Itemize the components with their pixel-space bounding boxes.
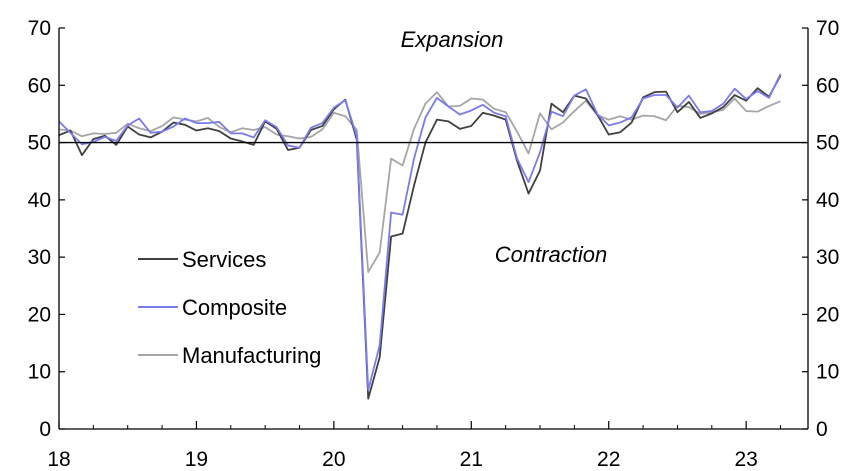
x-tick-label: 21 xyxy=(460,448,483,471)
y-tick-label-right: 60 xyxy=(816,74,839,97)
y-tick-label-right: 0 xyxy=(816,418,828,441)
y-tick-label-left: 40 xyxy=(28,189,51,212)
y-tick-label-right: 70 xyxy=(816,17,839,40)
y-tick-label-left: 60 xyxy=(28,74,51,97)
legend-label-services: Services xyxy=(182,247,266,272)
x-tick-label: 20 xyxy=(322,448,345,471)
legend-label-composite: Composite xyxy=(182,295,287,320)
x-tick-label: 23 xyxy=(734,448,757,471)
series-line-manufacturing xyxy=(58,91,781,273)
y-tick-label-right: 20 xyxy=(816,303,839,326)
plot-area xyxy=(58,73,782,400)
y-tick-label-left: 50 xyxy=(28,132,51,155)
x-tick-label: 18 xyxy=(47,448,70,471)
y-tick-label-right: 10 xyxy=(816,361,839,384)
legend: Services Composite Manufacturing xyxy=(138,247,321,368)
y-tick-label-left: 70 xyxy=(28,17,51,40)
y-tick-label-right: 50 xyxy=(816,132,839,155)
y-tick-label-right: 30 xyxy=(816,246,839,269)
legend-label-manufacturing: Manufacturing xyxy=(182,343,321,368)
y-tick-label-left: 0 xyxy=(39,418,51,441)
x-tick-label: 22 xyxy=(597,448,620,471)
series-line-services xyxy=(58,75,782,400)
annotation-expansion: Expansion xyxy=(401,27,504,52)
y-tick-label-left: 10 xyxy=(28,361,51,384)
axes xyxy=(58,27,809,430)
x-tick-label: 19 xyxy=(185,448,208,471)
tick-labels: 0 0 10 10 20 20 30 30 40 40 50 50 60 60 70 70 18 19 20 21 22… xyxy=(28,17,840,471)
series-line-composite xyxy=(58,73,782,391)
y-tick-label-left: 20 xyxy=(28,303,51,326)
y-tick-label-left: 30 xyxy=(28,246,51,269)
y-tick-label-right: 40 xyxy=(816,189,839,212)
annotation-contraction: Contraction xyxy=(495,242,608,267)
